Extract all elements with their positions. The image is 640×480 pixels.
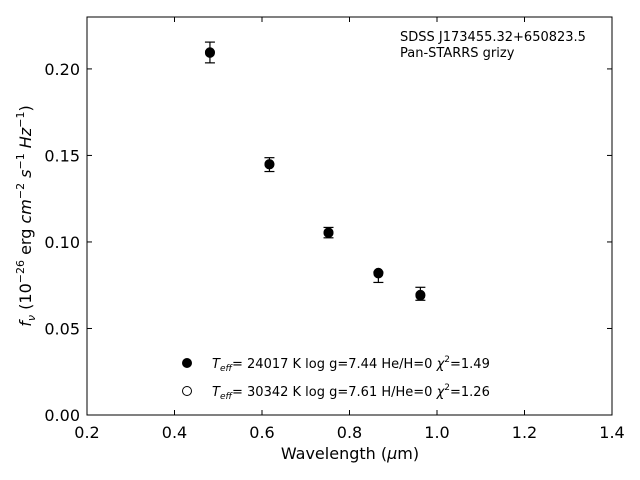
- x-tick-label: 1.2: [512, 423, 537, 442]
- error-bars: [204, 41, 426, 301]
- point-open: [204, 47, 215, 58]
- point-open: [415, 289, 426, 300]
- legend-label-filled: Teff= 24017 K log g=7.44 He/H=0 χ2=1.49: [212, 355, 490, 374]
- y-tick-label: 0.00: [44, 406, 80, 425]
- data-markers: [204, 47, 426, 301]
- x-tick-label: 0.8: [337, 423, 362, 442]
- annotation-line-2: Pan-STARRS grizy: [400, 46, 515, 61]
- legend-marker-filled: [182, 358, 192, 368]
- y-tick-label: 0.15: [44, 146, 80, 165]
- legend-marker-open: [182, 386, 192, 396]
- point-open: [264, 159, 275, 170]
- point-open: [373, 268, 384, 279]
- y-axis-label: fν (10−26 erg cm−2 s−1 Hz−1): [14, 105, 38, 326]
- x-tick-label: 0.2: [74, 423, 99, 442]
- y-tick-label: 0.20: [44, 60, 80, 79]
- x-tick-label: 1.0: [424, 423, 449, 442]
- legend-label-open: Teff= 30342 K log g=7.61 H/He=0 χ2=1.26: [212, 383, 490, 402]
- x-tick-label: 0.4: [162, 423, 187, 442]
- annotation-line-1: SDSS J173455.32+650823.5: [400, 30, 586, 45]
- point-open: [323, 227, 334, 238]
- y-tick-label: 0.05: [44, 319, 80, 338]
- y-tick-label: 0.10: [44, 233, 80, 252]
- x-axis-label: Wavelength (μm): [281, 444, 419, 463]
- plot-frame: [86, 16, 613, 416]
- x-axis: 0.2 0.4 0.6 0.8 1.0 1.2 1.4: [74, 17, 625, 442]
- x-tick-label: 0.6: [249, 423, 274, 442]
- y-axis: 0.00 0.05 0.10 0.15 0.20: [44, 60, 612, 425]
- x-tick-label: 1.4: [599, 423, 624, 442]
- legend: Teff= 24017 K log g=7.44 He/H=0 χ2=1.49 …: [182, 355, 490, 402]
